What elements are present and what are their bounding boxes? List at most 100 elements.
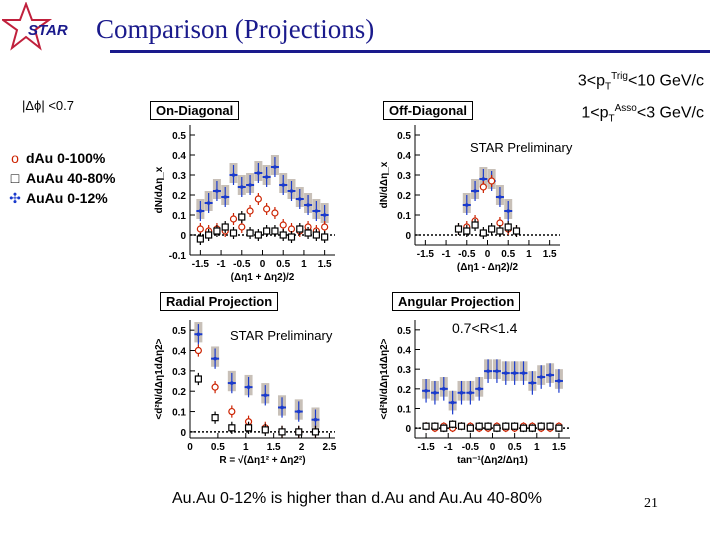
data-point-auau-peripheral: [511, 422, 519, 430]
data-point-center-auau-central: [206, 201, 211, 205]
data-point-center-auau-central: [521, 371, 526, 375]
data-point-auau-peripheral: [279, 231, 287, 239]
data-point-center-auau-central: [503, 371, 508, 375]
data-point-dau: [279, 221, 287, 229]
data-point-auau-peripheral: [321, 233, 329, 241]
y-tick-label: 0.4: [172, 347, 186, 358]
data-point-center-auau-central: [473, 189, 477, 193]
data-point-center-auau-central: [280, 405, 284, 410]
data-point-auau-peripheral: [454, 225, 463, 233]
data-point-auau-peripheral: [422, 422, 430, 430]
y-tick-label: 0: [180, 428, 186, 439]
data-point-auau-peripheral: [504, 223, 512, 231]
x-tick-label: -1: [217, 259, 226, 270]
data-point-center-auau-central: [231, 173, 236, 177]
y-axis-label: dN/dΔη_x: [154, 166, 165, 213]
data-point-center-auau-central: [289, 189, 294, 193]
data-point-dau: [479, 183, 487, 191]
x-tick-label: 0.5: [501, 249, 515, 260]
data-point-auau-peripheral: [519, 424, 528, 432]
data-point-center-auau-central: [468, 390, 473, 395]
x-tick-label: 0: [490, 442, 496, 453]
data-point-dau: [194, 346, 202, 355]
y-tick-label: 0.2: [172, 191, 186, 202]
data-point-auau-peripheral: [271, 227, 279, 235]
x-tick-label: 1.5: [318, 259, 332, 270]
data-point-auau-peripheral: [312, 231, 320, 239]
data-point-center-auau-central: [530, 381, 535, 385]
data-point-auau-peripheral: [496, 227, 504, 235]
page-number: 21: [644, 496, 658, 511]
data-point-auau-peripheral: [457, 422, 466, 430]
data-point-auau-peripheral: [484, 422, 492, 430]
x-tick-label: 1.5: [543, 249, 557, 260]
y-tick-label: 0: [405, 231, 411, 242]
data-point-center-auau-central: [322, 213, 327, 217]
y-tick-label: 0.1: [172, 408, 186, 419]
data-point-dau: [238, 223, 246, 231]
x-tick-label: 1: [301, 259, 307, 270]
x-tick-label: 1.5: [267, 442, 281, 453]
x-axis-label: (Δη1 + Δη2)/2: [231, 272, 295, 283]
data-point-auau-peripheral: [287, 233, 296, 241]
data-point-center-auau-central: [506, 209, 511, 213]
data-point-auau-peripheral: [546, 422, 554, 430]
data-point-auau-peripheral: [205, 231, 213, 239]
data-point-auau-peripheral: [311, 428, 320, 436]
x-tick-label: 1.5: [552, 442, 566, 453]
y-tick-label: -0.1: [169, 251, 187, 262]
data-point-dau: [271, 209, 279, 217]
x-tick-label: 0.5: [276, 259, 290, 270]
data-point-center-auau-central: [486, 369, 490, 373]
data-point-dau: [488, 177, 496, 185]
panel-title-radial: Radial Projection: [160, 292, 279, 311]
star-preliminary-label: STAR Preliminary: [470, 140, 573, 155]
x-tick-label: 0: [485, 249, 491, 260]
y-tick-label: 0.1: [397, 211, 411, 222]
y-tick-label: 0: [180, 231, 186, 242]
x-axis-label: R = √(Δη1² + Δη2²): [219, 455, 305, 466]
data-point-auau-peripheral: [537, 422, 545, 430]
y-tick-label: 0.2: [397, 385, 411, 396]
data-point-center-auau-central: [281, 183, 286, 187]
r-range-label: 0.7<R<1.4: [452, 320, 518, 336]
data-point-dau: [246, 207, 254, 215]
cross-marker-icon: ✣: [9, 190, 21, 206]
data-point-auau-peripheral: [449, 420, 457, 428]
y-tick-label: 0.3: [397, 365, 411, 376]
data-point-center-auau-central: [196, 332, 201, 337]
data-point-center-auau-central: [248, 183, 252, 187]
panel-title-on-diagonal: On-Diagonal: [150, 101, 240, 120]
data-point-auau-peripheral: [228, 424, 236, 432]
chart-on-diagonal: -0.1 0 0.1 0.2 0.3 0.4 0.5 -1.5 -1 -0.5 0 0.5 1 1.5 (Δ…: [154, 125, 335, 283]
star-logo-shape: [2, 2, 53, 51]
data-point-center-auau-central: [498, 195, 502, 199]
y-tick-label: 0.2: [397, 191, 411, 202]
data-point-auau-peripheral: [463, 227, 471, 235]
chart-off-diagonal: 0 0.1 0.2 0.3 0.4 0.5 -1.5 -1 -0.5 0 0.5 1 1.5 (Δη1 -…: [379, 125, 560, 273]
data-point-center-auau-central: [557, 379, 561, 383]
data-point-center-auau-central: [296, 409, 301, 414]
panel-title-angular: Angular Projection: [392, 292, 521, 311]
data-point-auau-peripheral: [304, 229, 312, 237]
data-point-auau-peripheral: [261, 426, 269, 434]
data-point-dau: [211, 383, 219, 391]
data-point-center-auau-central: [313, 417, 318, 422]
data-point-auau-peripheral: [493, 424, 501, 432]
data-point-center-auau-central: [264, 175, 269, 179]
data-point-center-auau-central: [246, 385, 251, 389]
chart-angular-projection: 0 0.1 0.2 0.3 0.4 0.5 -1.5 -1 -0.5 0 0.5 1 1.5 tan⁻¹(…: [379, 320, 570, 466]
data-point-center-auau-central: [213, 356, 217, 361]
data-point-center-auau-central: [548, 373, 552, 377]
x-tick-label: -0.5: [233, 259, 251, 270]
x-tick-label: -1: [442, 249, 451, 260]
x-tick-label: -0.5: [458, 249, 476, 260]
dphi-cut: |Δϕ| <0.7: [22, 98, 74, 113]
x-tick-label: 0: [187, 442, 193, 453]
data-point-center-auau-central: [450, 400, 455, 405]
x-tick-label: -1.5: [192, 259, 210, 270]
data-point-auau-peripheral: [475, 422, 483, 430]
data-point-center-auau-central: [539, 375, 544, 379]
y-tick-label: 0.3: [397, 171, 411, 182]
data-point-dau: [254, 195, 262, 203]
